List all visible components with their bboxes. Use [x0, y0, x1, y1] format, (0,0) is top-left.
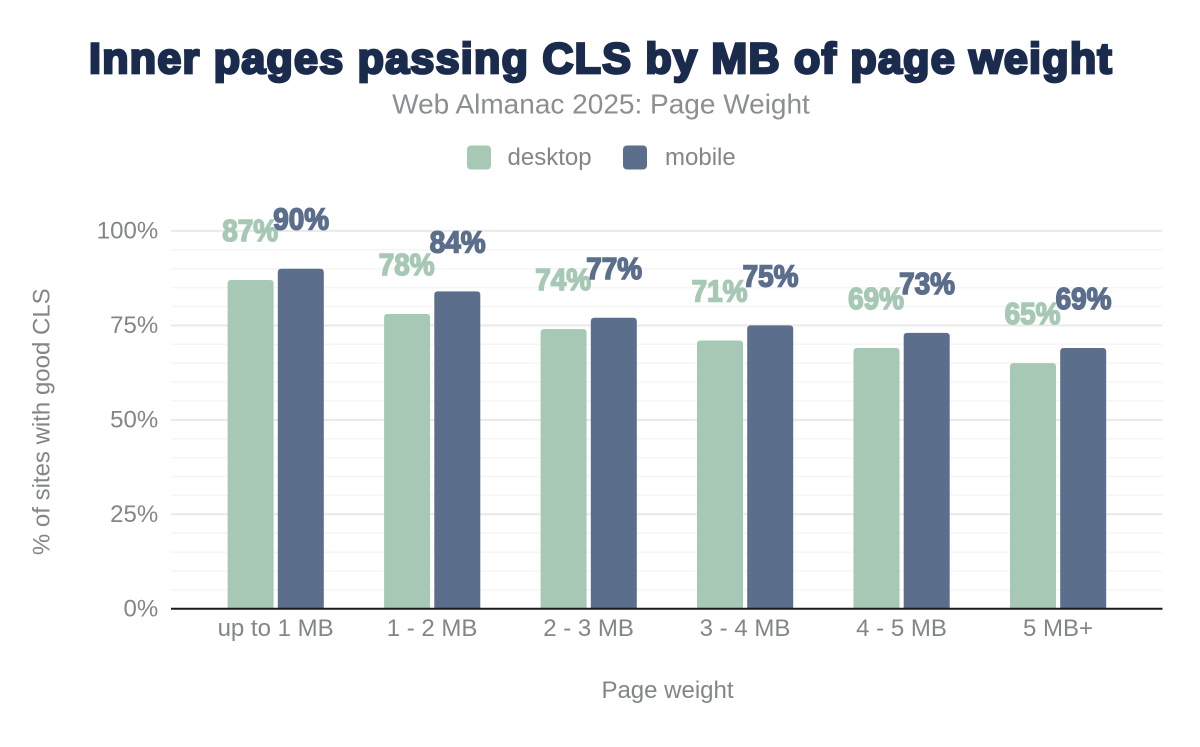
svg-text:1 - 2 MB: 1 - 2 MB [387, 615, 478, 642]
svg-text:5 MB+: 5 MB+ [1023, 615, 1093, 642]
svg-text:84%: 84% [430, 225, 486, 260]
svg-text:65%: 65% [1005, 297, 1061, 332]
svg-text:2 - 3 MB: 2 - 3 MB [543, 615, 634, 642]
svg-text:69%: 69% [848, 282, 904, 317]
svg-text:% of sites with good CLS: % of sites with good CLS [29, 288, 56, 555]
svg-text:78%: 78% [379, 248, 435, 283]
svg-text:up to 1 MB: up to 1 MB [218, 615, 334, 642]
svg-text:73%: 73% [899, 267, 955, 302]
svg-text:100%: 100% [97, 218, 158, 245]
svg-text:0%: 0% [124, 595, 159, 622]
svg-text:71%: 71% [692, 274, 748, 309]
svg-text:87%: 87% [222, 214, 278, 249]
svg-text:90%: 90% [273, 202, 329, 237]
svg-text:desktop: desktop [508, 144, 592, 171]
svg-text:Web Almanac 2025: Page Weight: Web Almanac 2025: Page Weight [392, 89, 810, 120]
svg-text:74%: 74% [535, 263, 591, 298]
svg-text:4 - 5 MB: 4 - 5 MB [856, 615, 947, 642]
svg-text:69%: 69% [1056, 282, 1112, 317]
svg-text:75%: 75% [743, 259, 799, 294]
svg-text:mobile: mobile [665, 144, 736, 171]
svg-text:77%: 77% [586, 251, 642, 286]
svg-text:Page weight: Page weight [601, 677, 733, 704]
svg-text:Inner pages passing CLS by MB: Inner pages passing CLS by MB of page we… [89, 35, 1113, 83]
svg-text:50%: 50% [110, 406, 158, 433]
svg-text:25%: 25% [110, 501, 158, 528]
svg-text:3 - 4 MB: 3 - 4 MB [700, 615, 791, 642]
svg-text:75%: 75% [110, 312, 158, 339]
